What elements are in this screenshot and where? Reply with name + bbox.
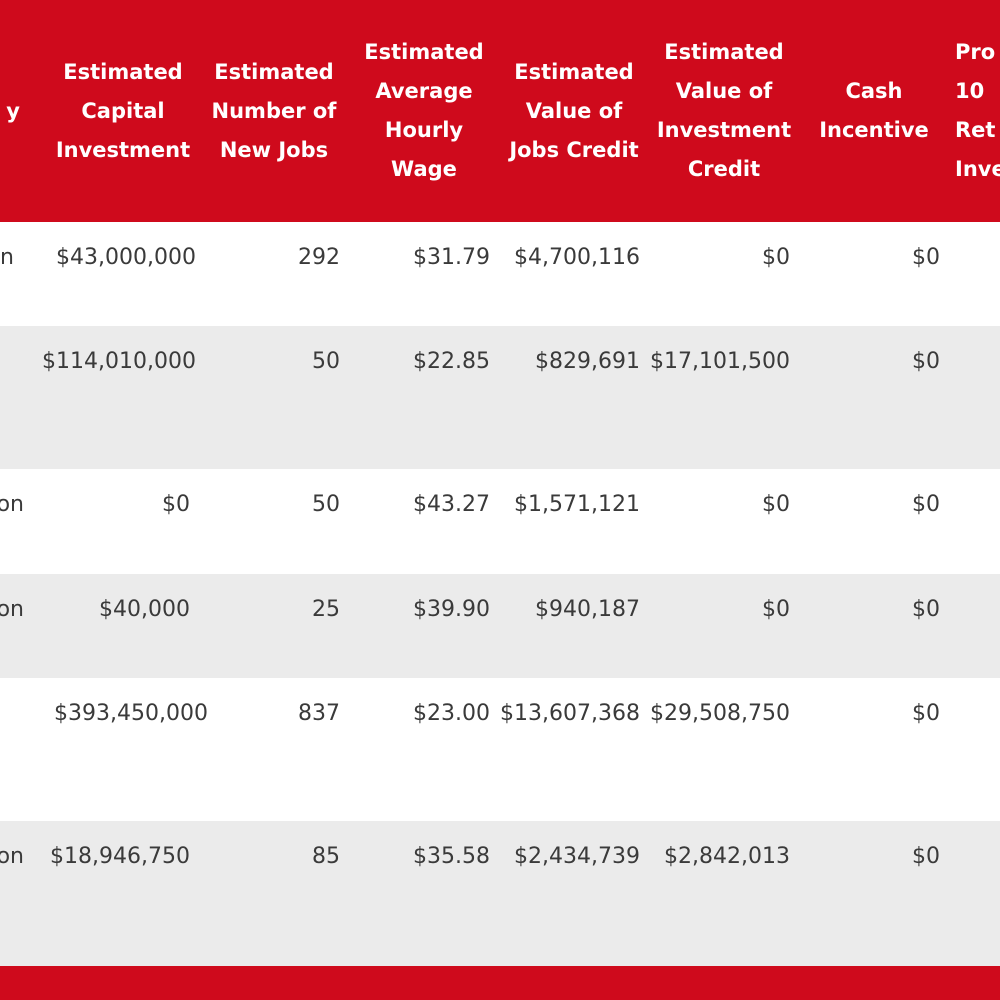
- cell-jobs: 25: [312, 597, 340, 622]
- cell-investment-credit: $0: [762, 597, 790, 622]
- table-row: n $43,000,000 292 $31.79 $4,700,116 $0 $…: [0, 222, 1000, 326]
- header-line: Estimated: [63, 59, 183, 84]
- cell-col0: n: [0, 245, 14, 270]
- cell-capital: $18,946,750: [50, 844, 190, 869]
- cell-jobs: 50: [312, 349, 340, 374]
- table-row: on $0 50 $43.27 $1,571,121 $0 $0: [0, 469, 1000, 574]
- header-line: Capital: [81, 98, 165, 123]
- header-line: Ret: [955, 118, 996, 142]
- header-line: Estimated: [364, 40, 484, 64]
- cell-wage: $23.00: [413, 701, 490, 726]
- cell-wage: $39.90: [413, 597, 490, 622]
- header-col0: y: [0, 0, 20, 222]
- cell-jobs: 85: [312, 844, 340, 869]
- header-line: Jobs Credit: [509, 137, 639, 162]
- cell-capital: $0: [162, 492, 190, 517]
- header-line: Value of: [525, 98, 623, 123]
- header-line: Estimated: [514, 59, 634, 84]
- cell-col0: on: [0, 597, 24, 622]
- cell-capital: $393,450,000: [54, 701, 208, 726]
- cell-capital: $114,010,000: [42, 349, 196, 374]
- cell-wage: $31.79: [413, 245, 490, 270]
- header-line: Hourly: [384, 118, 464, 142]
- header-col0-line: y: [6, 98, 20, 123]
- table-footer-bar: [0, 966, 1000, 1000]
- cell-jobs-credit: $4,700,116: [514, 245, 640, 270]
- header-line: New Jobs: [219, 137, 329, 162]
- cell-capital: $43,000,000: [56, 245, 196, 270]
- cell-investment-credit: $29,508,750: [650, 701, 790, 726]
- header-new-jobs: Estimated Number of New Jobs: [200, 0, 348, 222]
- header-line: Credit: [687, 157, 761, 181]
- cell-jobs-credit: $940,187: [535, 597, 640, 622]
- header-investment-credit: Estimated Value of Investment Credit: [650, 0, 798, 222]
- cell-cash: $0: [912, 597, 940, 622]
- table-row: on $18,946,750 85 $35.58 $2,434,739 $2,8…: [0, 821, 1000, 966]
- cell-jobs: 837: [298, 701, 340, 726]
- header-line: Value of: [675, 79, 773, 103]
- header-cash-incentive: Cash Incentive: [800, 0, 948, 222]
- header-line: Pro: [955, 40, 996, 64]
- cell-cash: $0: [912, 701, 940, 726]
- header-line: Investment: [55, 137, 191, 162]
- cell-investment-credit: $2,842,013: [664, 844, 790, 869]
- header-line: Wage: [391, 157, 457, 181]
- cell-col0: on: [0, 492, 24, 517]
- header-line: Inve: [955, 157, 1000, 181]
- cell-cash: $0: [912, 245, 940, 270]
- cell-investment-credit: $17,101,500: [650, 349, 790, 374]
- cell-wage: $35.58: [413, 844, 490, 869]
- header-line: Investment: [656, 118, 792, 142]
- header-col7: Pro 10 Ret Inve: [955, 0, 1000, 222]
- header-line: Number of: [211, 98, 337, 123]
- table-header: y Estimated Capital Investment Estimated…: [0, 0, 1000, 222]
- cell-jobs-credit: $13,607,368: [500, 701, 640, 726]
- cell-investment-credit: $0: [762, 245, 790, 270]
- cell-cash: $0: [912, 844, 940, 869]
- header-line: Cash: [845, 79, 903, 103]
- cell-capital: $40,000: [99, 597, 190, 622]
- table-row: $393,450,000 837 $23.00 $13,607,368 $29,…: [0, 678, 1000, 821]
- header-line: Estimated: [214, 59, 334, 84]
- cell-wage: $43.27: [413, 492, 490, 517]
- cell-cash: $0: [912, 349, 940, 374]
- cell-jobs: 50: [312, 492, 340, 517]
- header-line: 10: [955, 79, 985, 103]
- header-hourly-wage: Estimated Average Hourly Wage: [350, 0, 498, 222]
- table-row: $114,010,000 50 $22.85 $829,691 $17,101,…: [0, 326, 1000, 469]
- cell-jobs-credit: $1,571,121: [514, 492, 640, 517]
- cell-jobs-credit: $829,691: [535, 349, 640, 374]
- table-row: on $40,000 25 $39.90 $940,187 $0 $0: [0, 574, 1000, 678]
- header-line: Estimated: [664, 40, 784, 64]
- cell-wage: $22.85: [413, 349, 490, 374]
- header-line: Average: [375, 79, 473, 103]
- header-line: Incentive: [819, 118, 929, 142]
- cell-cash: $0: [912, 492, 940, 517]
- header-capital-investment: Estimated Capital Investment: [48, 0, 198, 222]
- cell-jobs: 292: [298, 245, 340, 270]
- header-jobs-credit: Estimated Value of Jobs Credit: [500, 0, 648, 222]
- cell-investment-credit: $0: [762, 492, 790, 517]
- cell-jobs-credit: $2,434,739: [514, 844, 640, 869]
- cell-col0: on: [0, 844, 24, 869]
